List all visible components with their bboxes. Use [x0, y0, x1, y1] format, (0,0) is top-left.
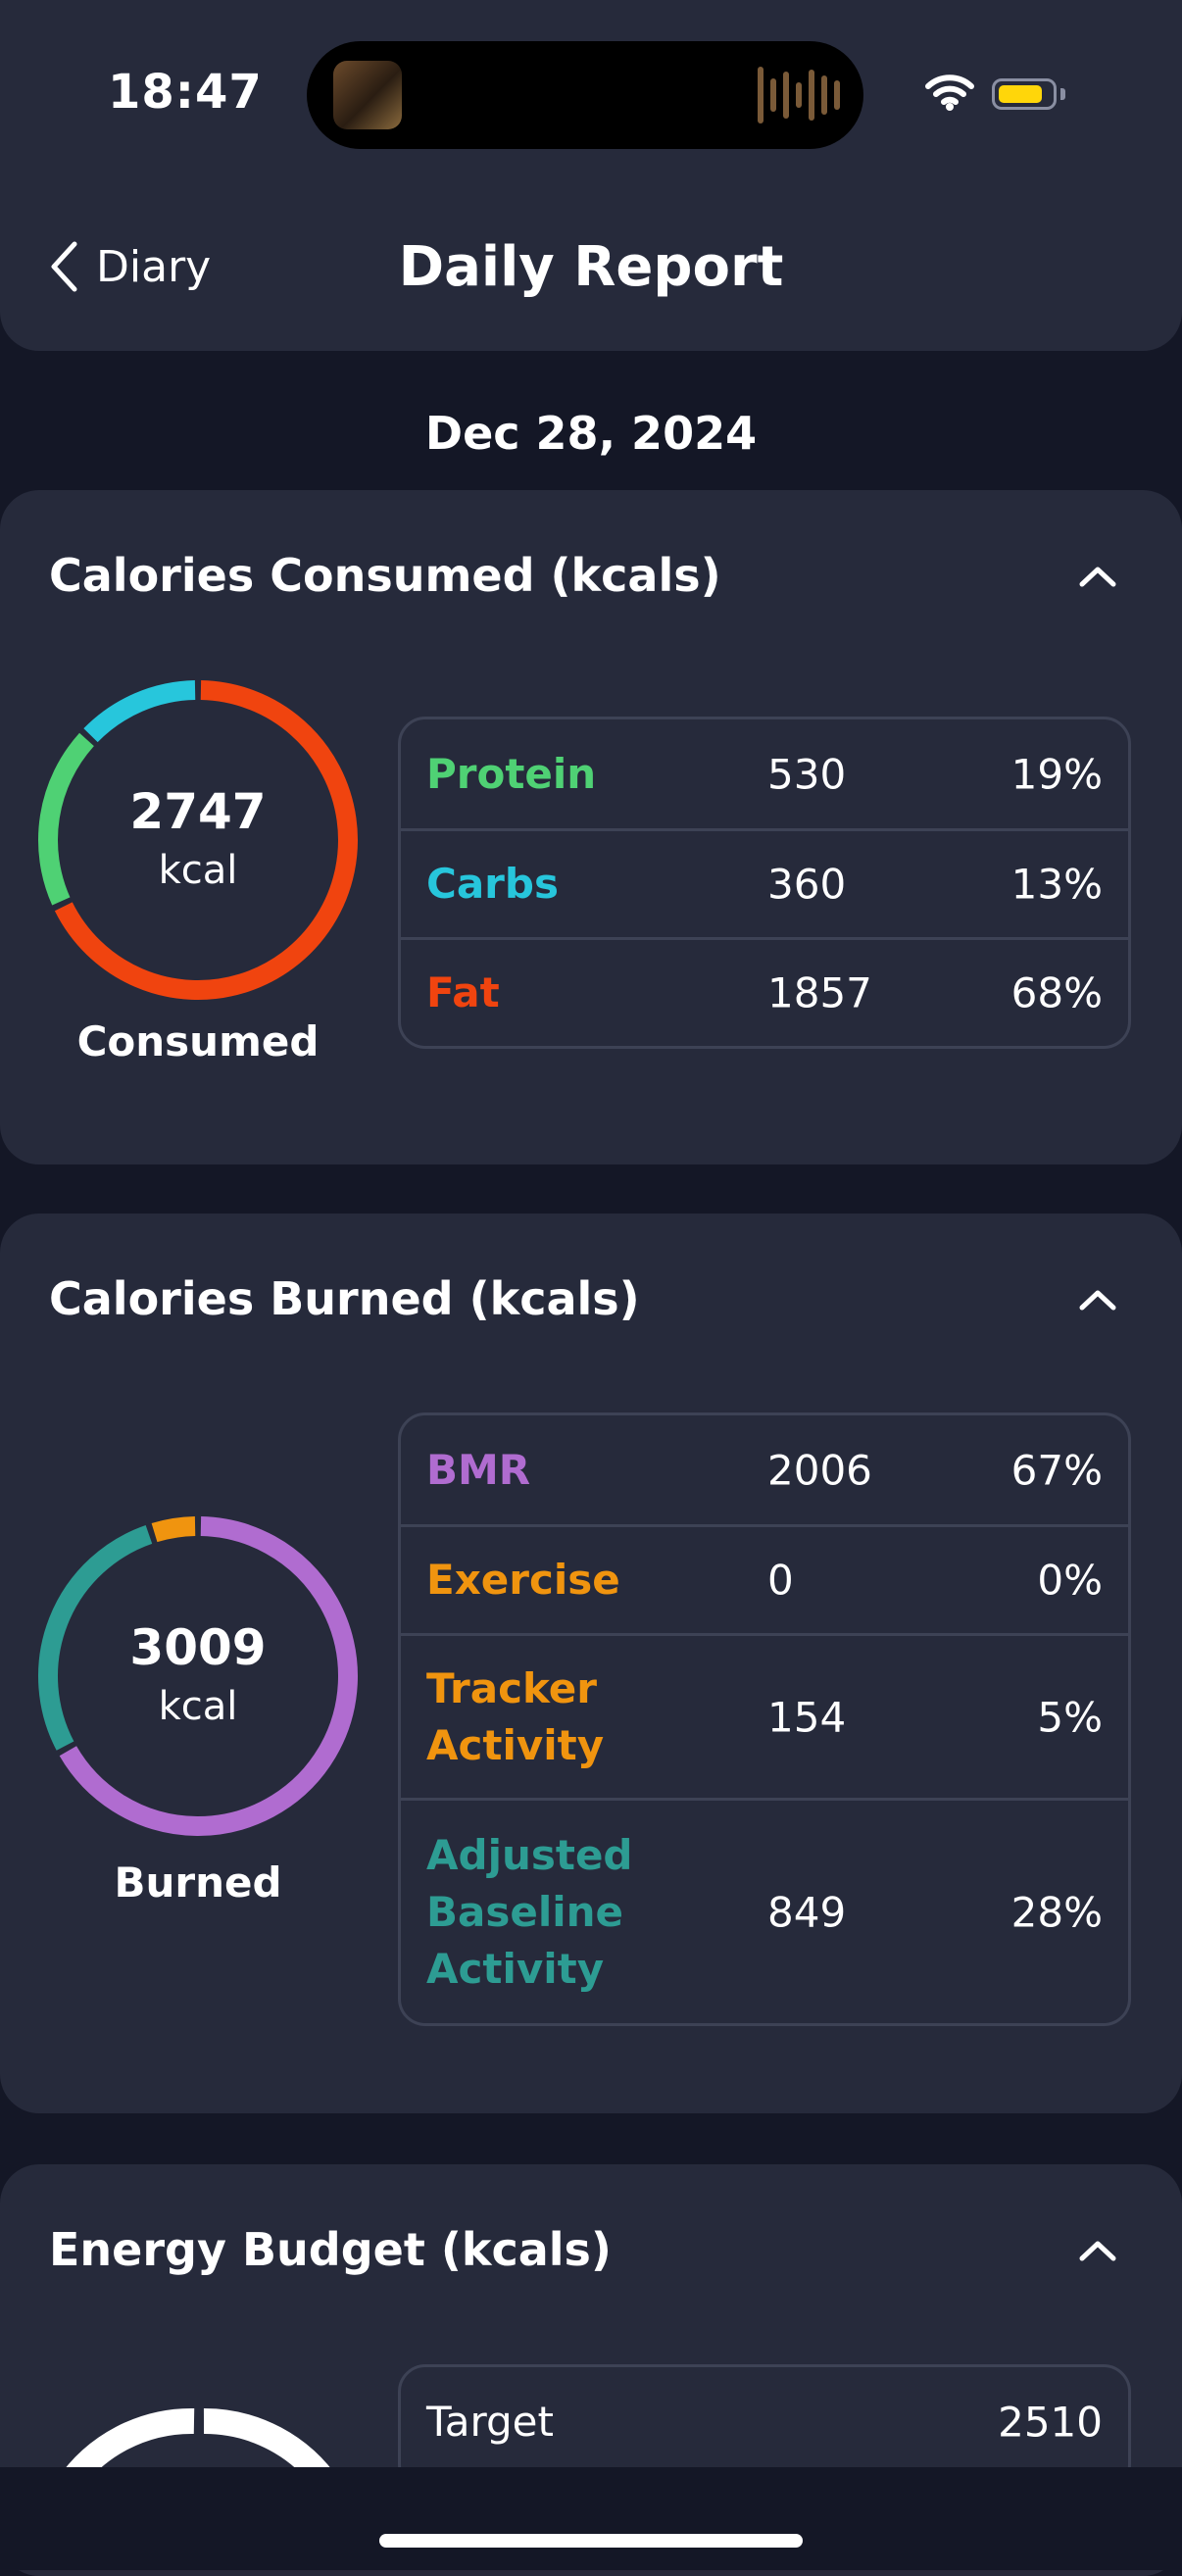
row-label: BMR	[426, 1445, 531, 1494]
row-percent: 5%	[1037, 1693, 1103, 1741]
back-button-label: Diary	[96, 241, 212, 292]
row-percent: 0%	[1037, 1556, 1103, 1605]
row-value: 154	[767, 1693, 847, 1741]
row-percent: 68%	[1010, 968, 1103, 1017]
row-label: Tracker Activity	[426, 1663, 605, 1769]
table-row: Adjusted Baseline Activity 849 28%	[401, 1798, 1128, 2023]
page-title: Daily Report	[398, 235, 784, 299]
table-row: Target 2510	[401, 2367, 1128, 2476]
donut-segment-adjusted-baseline-activity	[38, 1524, 153, 1751]
row-value: 0	[767, 1556, 794, 1605]
now-playing-artwork	[333, 61, 402, 129]
table-row: Protein 530 19%	[401, 719, 1128, 828]
dynamic-island[interactable]	[307, 41, 863, 149]
table-row: BMR 2006 67%	[401, 1415, 1128, 1524]
burned-caption: Burned	[114, 1858, 282, 1907]
calories-consumed-card: Calories Consumed (kcals) 2747 kcal Cons…	[0, 490, 1182, 1164]
status-time: 18:47	[108, 65, 263, 120]
row-label: Fat	[426, 968, 500, 1016]
donut-segment-bmr	[59, 1516, 358, 1836]
chevron-up-icon[interactable]	[1076, 1286, 1119, 1313]
donut-segment-tracker-activity	[151, 1516, 196, 1543]
consumed-caption: Consumed	[76, 1017, 320, 1065]
consumed-total: 2747	[129, 782, 267, 840]
row-value: 2510	[998, 2398, 1103, 2446]
chevron-left-icon	[51, 241, 77, 292]
consumed-unit: kcal	[158, 847, 238, 893]
budget-table: Target 2510	[398, 2364, 1131, 2492]
table-row: Carbs 360 13%	[401, 828, 1128, 937]
donut-segment-carbs	[83, 680, 196, 743]
battery-icon	[992, 78, 1057, 110]
battery-cap	[1060, 88, 1065, 100]
row-value: 1857	[767, 968, 872, 1017]
burned-unit: kcal	[158, 1683, 238, 1729]
table-row: Tracker Activity 154 5%	[401, 1633, 1128, 1798]
row-label: Protein	[426, 749, 597, 798]
row-label: Exercise	[426, 1556, 620, 1604]
table-row: Fat 1857 68%	[401, 937, 1128, 1046]
back-button[interactable]: Diary	[49, 240, 211, 293]
wifi-icon	[925, 74, 974, 111]
chevron-up-icon[interactable]	[1076, 563, 1119, 590]
row-value: 530	[767, 750, 847, 798]
status-bar: 18:47	[0, 0, 1182, 186]
chevron-up-icon[interactable]	[1076, 2237, 1119, 2264]
row-percent: 28%	[1010, 1888, 1103, 1936]
donut-segment-fat	[54, 680, 358, 1000]
burned-total: 3009	[129, 1618, 267, 1676]
home-bar-area	[0, 2467, 1182, 2570]
row-percent: 19%	[1010, 750, 1103, 798]
burned-table: BMR 2006 67% Exercise 0 0% Tracker Activ…	[398, 1412, 1131, 2026]
consumed-donut-chart: 2747 kcal	[31, 673, 365, 1007]
burned-donut-chart: 3009 kcal	[31, 1510, 365, 1843]
row-percent: 13%	[1010, 860, 1103, 909]
row-label: Target	[426, 2397, 554, 2446]
row-label: Adjusted Baseline Activity	[426, 1830, 633, 1993]
row-value: 849	[767, 1888, 847, 1936]
row-label: Carbs	[426, 860, 559, 908]
macros-table: Protein 530 19% Carbs 360 13% Fat 1857 6…	[398, 717, 1131, 1049]
card-title: Energy Budget (kcals)	[49, 2223, 612, 2276]
home-indicator[interactable]	[379, 2534, 803, 2548]
card-title: Calories Burned (kcals)	[49, 1272, 640, 1325]
calories-burned-card: Calories Burned (kcals) 3009 kcal Burned…	[0, 1214, 1182, 2113]
row-percent: 67%	[1010, 1446, 1103, 1494]
row-value: 360	[767, 860, 847, 909]
row-value: 2006	[767, 1446, 872, 1494]
card-title: Calories Consumed (kcals)	[49, 549, 721, 602]
report-date: Dec 28, 2024	[424, 407, 758, 460]
table-row: Exercise 0 0%	[401, 1524, 1128, 1633]
donut-segment-protein	[38, 732, 94, 906]
audio-waveform-icon	[758, 67, 840, 124]
